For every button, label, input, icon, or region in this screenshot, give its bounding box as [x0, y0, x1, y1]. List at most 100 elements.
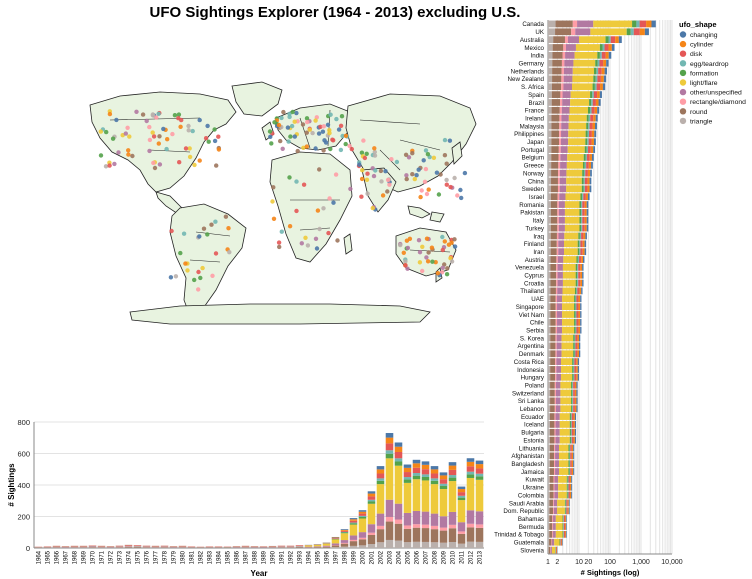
x-tick-label: 2010 — [451, 550, 457, 564]
x-tick-label: 1965 — [46, 550, 52, 564]
country-bar-segment — [578, 342, 581, 350]
country-bar-segment — [581, 201, 583, 208]
country-bar-segment — [553, 476, 555, 483]
country-bar-segment — [592, 99, 596, 106]
country-bar-segment — [570, 99, 590, 106]
country-bar-segment — [568, 114, 587, 122]
country-label: UK — [535, 29, 544, 36]
year-bar-segment — [376, 529, 385, 543]
country-bar-segment — [549, 476, 554, 483]
country-bar-segment — [590, 28, 627, 36]
country-bar-segment — [626, 28, 631, 36]
country-bar-segment — [550, 232, 557, 240]
country-bar-segment — [560, 154, 568, 161]
country-label: Finland — [524, 241, 545, 248]
year-bar-segment — [421, 541, 430, 548]
year-bar-segment — [385, 499, 394, 517]
country-bar-segment — [595, 99, 599, 106]
country-bar-segment — [555, 436, 560, 444]
country-bar-segment — [567, 499, 569, 507]
year-bar-segment — [322, 545, 331, 547]
country-bar-segment — [570, 460, 572, 468]
x-tick-label: 2009 — [442, 550, 448, 564]
country-label: Australia — [520, 37, 545, 44]
country-label: Venezuela — [515, 265, 544, 272]
country-bar-segment — [560, 146, 568, 153]
country-bar-segment — [562, 523, 564, 530]
x-axis-title: Year — [251, 569, 268, 578]
country-bar-segment — [558, 232, 565, 240]
country-bar-segment — [557, 201, 559, 208]
country-label: Lebanon — [520, 406, 545, 413]
year-bar-segment — [340, 533, 349, 541]
year-bar-segment — [475, 476, 484, 480]
country-label: Ukraine — [523, 485, 545, 492]
country-bar-segment — [570, 421, 572, 428]
country-bar-segment — [586, 146, 589, 153]
country-bar-segment — [555, 381, 561, 389]
year-bar-segment — [88, 545, 97, 547]
country-bar-segment — [593, 91, 598, 98]
country-bar-segment — [578, 311, 581, 318]
country-bar-segment — [557, 193, 560, 201]
country-bar-segment — [590, 114, 594, 122]
country-bar-segment — [576, 373, 578, 381]
year-bar-segment — [466, 477, 475, 511]
year-bar-segment — [475, 479, 484, 512]
country-bar-segment — [599, 59, 604, 67]
year-bar-segment — [439, 472, 448, 476]
country-bar-segment — [564, 523, 566, 530]
country-bar-segment — [549, 491, 554, 499]
country-bar-segment — [572, 83, 593, 91]
country-bar-segment — [557, 185, 560, 193]
country-label: Poland — [525, 382, 545, 389]
country-bar-segment — [590, 91, 593, 98]
country-bar-segment — [564, 224, 580, 232]
country-bar-segment — [562, 538, 563, 546]
country-bar-segment — [559, 185, 567, 193]
country-bar-segment — [575, 350, 578, 358]
country-bar-segment — [550, 546, 552, 554]
country-bar-segment — [566, 185, 582, 193]
country-label: Greece — [524, 163, 545, 170]
x-tick-label: 10,000 — [661, 559, 683, 566]
country-label: Israel — [529, 194, 544, 201]
year-bar-segment — [124, 546, 133, 547]
year-bar-segment — [160, 545, 169, 547]
country-bar-segment — [562, 515, 564, 523]
country-bar-segment — [578, 303, 581, 311]
country-bar-segment — [582, 248, 585, 256]
country-bar-segment — [555, 397, 561, 405]
x-tick-label: 1970 — [91, 550, 97, 564]
country-bar-segment — [586, 209, 589, 216]
country-label: Malaysia — [520, 123, 545, 130]
country-bar-segment — [567, 476, 569, 483]
x-tick-label: 1969 — [82, 550, 88, 564]
country-bar-segment — [581, 287, 583, 295]
year-bar-segment — [385, 458, 394, 500]
country-bar-segment — [555, 413, 560, 420]
country-bar-segment — [580, 311, 582, 318]
x-tick-label: 1997 — [334, 550, 340, 564]
country-bar-segment — [559, 428, 570, 436]
year-bar-segment — [313, 546, 322, 547]
country-label: France — [525, 108, 545, 115]
country-label: Bahamas — [518, 516, 544, 523]
country-bar-segment — [549, 413, 555, 420]
country-bar-segment — [592, 83, 595, 91]
year-bar-segment — [421, 524, 430, 529]
country-bar-segment — [567, 154, 584, 161]
country-bar-segment — [550, 224, 558, 232]
country-bar-segment — [577, 334, 579, 342]
country-label: Bangladesh — [511, 461, 544, 468]
country-bar-segment — [571, 444, 574, 452]
country-bar-segment — [570, 452, 572, 460]
country-label: Trinidad & Tobago — [494, 532, 544, 539]
country-bar-segment — [578, 36, 606, 44]
country-bar-segment — [571, 421, 574, 428]
x-tick-label: 2000 — [361, 550, 367, 564]
year-bar-segment — [385, 443, 394, 451]
year-bar-segment — [376, 542, 385, 548]
country-bar-segment — [548, 122, 552, 130]
country-bar-segment — [549, 483, 554, 491]
